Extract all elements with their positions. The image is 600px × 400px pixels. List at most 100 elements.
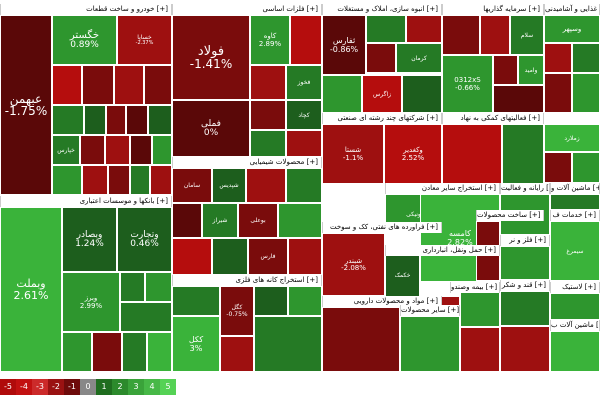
treemap-tile[interactable]: زاگرس — [362, 75, 402, 113]
treemap-tile[interactable] — [493, 85, 544, 113]
treemap-tile[interactable] — [286, 130, 322, 157]
treemap-tile[interactable] — [114, 65, 144, 105]
treemap-tile[interactable]: کگل -0.75% — [220, 286, 254, 336]
treemap-tile[interactable] — [250, 130, 286, 157]
treemap-tile[interactable]: سلام — [510, 15, 544, 55]
treemap-tile[interactable] — [254, 316, 322, 372]
sector-header[interactable]: ماشین آلات ب [+] — [550, 320, 600, 331]
treemap-tile[interactable] — [172, 203, 202, 238]
treemap-tile[interactable] — [290, 15, 322, 65]
sector-header[interactable]: رایانه و فعالیت [+] — [500, 183, 550, 194]
treemap-tile[interactable]: وبصادر 1.24% — [62, 207, 117, 272]
sector-header[interactable]: استخراج سایر معادن [+] — [385, 183, 500, 194]
sector-header[interactable]: ساخت محصولات [+] — [476, 210, 544, 221]
treemap-tile[interactable] — [120, 272, 145, 302]
treemap-tile[interactable]: شبندر -2.08% — [322, 233, 385, 296]
treemap-tile[interactable] — [52, 65, 82, 105]
treemap-tile[interactable] — [126, 105, 148, 135]
treemap-tile[interactable]: وکغدیر 2.52% — [384, 124, 442, 184]
treemap-tile[interactable] — [366, 15, 406, 43]
sector-header[interactable]: مواد و محصولات دارویی [+] — [322, 296, 442, 307]
treemap-tile[interactable] — [572, 73, 600, 113]
treemap-tile[interactable]: وبرز 2.99% — [62, 272, 120, 332]
treemap-tile[interactable] — [288, 286, 322, 316]
treemap-tile[interactable] — [250, 65, 286, 100]
treemap-tile[interactable] — [480, 15, 510, 55]
treemap-tile[interactable] — [172, 286, 220, 316]
treemap-tile[interactable]: فارس — [248, 238, 288, 275]
treemap-tile[interactable] — [322, 307, 400, 372]
treemap-tile[interactable]: وتجارت 0.46% — [117, 207, 172, 272]
treemap-tile[interactable] — [286, 168, 322, 203]
treemap-tile[interactable] — [400, 316, 460, 372]
treemap-tile[interactable] — [544, 43, 572, 73]
sector-header[interactable]: انبوه سازی، املاک و مستغلات [+] — [322, 4, 442, 15]
treemap-tile[interactable] — [120, 302, 172, 332]
treemap-tile[interactable]: شپدیس — [212, 168, 246, 203]
treemap-tile[interactable] — [52, 105, 84, 135]
treemap-tile[interactable] — [550, 194, 600, 210]
treemap-tile[interactable]: کرمان — [396, 43, 442, 73]
treemap-tile[interactable] — [147, 332, 172, 372]
treemap-tile[interactable] — [460, 327, 500, 372]
treemap-tile[interactable]: وامید — [518, 55, 544, 85]
treemap-tile[interactable] — [80, 135, 105, 165]
treemap-tile[interactable]: ثفارس -0.86% — [322, 15, 366, 75]
treemap-tile[interactable] — [500, 246, 550, 280]
treemap-tile[interactable] — [493, 55, 518, 85]
treemap-tile[interactable]: سیمرغ — [550, 221, 600, 281]
treemap-tile[interactable] — [442, 124, 502, 184]
treemap-tile[interactable] — [152, 135, 172, 165]
sector-header[interactable]: حمل ونقل، انبارداری [+] — [385, 245, 500, 256]
treemap-tile[interactable]: زملارد — [544, 124, 600, 152]
treemap-tile[interactable]: وبملت 2.61% — [0, 207, 62, 372]
sector-header[interactable]: استخراج کانه های فلزی [+] — [172, 275, 322, 286]
treemap-tile[interactable] — [366, 43, 396, 73]
treemap-tile[interactable]: سامان — [172, 168, 212, 203]
treemap-tile[interactable]: فولاد -1.41% — [172, 15, 250, 100]
treemap-tile[interactable] — [250, 100, 286, 130]
treemap-tile[interactable] — [442, 15, 480, 55]
sector-header[interactable]: قند و شکر [+] — [500, 280, 550, 291]
treemap-tile[interactable] — [108, 165, 130, 195]
treemap-tile[interactable] — [572, 152, 600, 183]
treemap-tile[interactable] — [500, 291, 550, 326]
treemap-tile[interactable]: شیراز — [202, 203, 238, 238]
sector-header[interactable]: بیمه وصندو [+] — [450, 282, 500, 293]
treemap-tile[interactable] — [502, 124, 544, 184]
treemap-tile[interactable] — [288, 238, 322, 275]
treemap-tile[interactable] — [106, 105, 126, 135]
treemap-tile[interactable] — [544, 73, 572, 113]
treemap-tile[interactable] — [145, 272, 172, 302]
treemap-tile[interactable] — [220, 336, 254, 372]
treemap-tile[interactable]: خگستر 0.89% — [52, 15, 117, 65]
treemap-tile[interactable] — [550, 331, 600, 372]
treemap-tile[interactable] — [278, 203, 322, 238]
treemap-tile[interactable] — [500, 326, 550, 372]
sector-header[interactable]: فلزات اساسی [+] — [172, 4, 322, 15]
treemap-tile[interactable] — [92, 332, 122, 372]
treemap-tile[interactable]: ککل 3% — [172, 316, 220, 372]
treemap-tile[interactable] — [544, 152, 572, 183]
treemap-tile[interactable]: خساپا -2.37% — [117, 15, 172, 65]
treemap-tile[interactable]: کچاد — [286, 100, 322, 130]
treemap-tile[interactable]: بوعلی — [238, 203, 278, 238]
sector-header[interactable]: محصولات شیمیایی [+] — [172, 157, 322, 168]
treemap-tile[interactable]: کاوه 2.89% — [250, 15, 290, 65]
treemap-tile[interactable] — [144, 65, 172, 105]
sector-header[interactable]: بانکها و موسسات اعتباری [+] — [0, 196, 172, 207]
treemap-tile[interactable]: 0312xS -0.66% — [442, 55, 493, 113]
sector-header[interactable]: سرمایه گذاریها [+] — [442, 4, 544, 15]
treemap-tile[interactable]: وسپهر — [544, 15, 600, 43]
treemap-tile[interactable] — [130, 135, 152, 165]
treemap-tile[interactable] — [402, 75, 442, 113]
treemap-tile[interactable] — [82, 165, 108, 195]
treemap-tile[interactable] — [84, 105, 106, 135]
treemap-tile[interactable]: خپارس — [52, 135, 80, 165]
sector-header[interactable]: غذایی و آشامیدنی [+] — [544, 4, 600, 15]
sector-header[interactable]: خودرو و ساخت قطعات [+] — [0, 4, 172, 15]
treemap-tile[interactable] — [172, 238, 212, 275]
treemap-tile[interactable] — [52, 165, 82, 195]
treemap-tile[interactable] — [82, 65, 114, 105]
sector-header[interactable]: ماشین آلات و [+] — [550, 183, 600, 194]
